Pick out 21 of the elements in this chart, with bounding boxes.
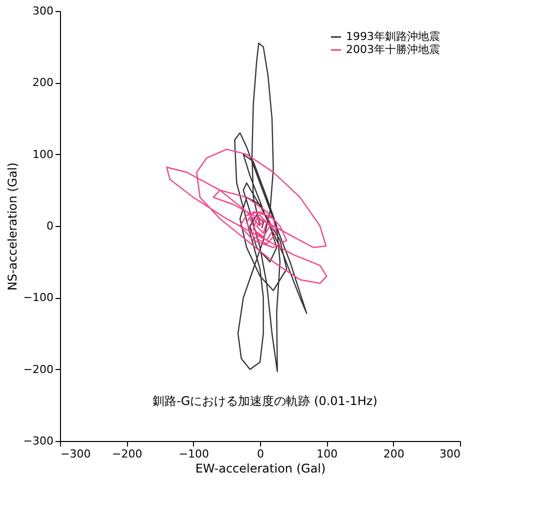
y-axis-title: NS-acceleration (Gal) — [5, 162, 20, 291]
y-tick-label: −100 — [23, 291, 54, 304]
y-tick-label: 0 — [46, 220, 54, 232]
x-tick-label: −200 — [112, 448, 142, 460]
x-tick-label: 0 — [257, 448, 264, 460]
annotation: 釧路-Gにおける加速度の軌跡 (0.01-1Hz) — [152, 394, 378, 408]
x-tick-label: 100 — [316, 448, 338, 460]
x-tick-label: −300 — [60, 448, 91, 460]
x-tick-label: −100 — [178, 448, 209, 460]
y-tick-label: 300 — [32, 4, 54, 18]
y-tick-label: −200 — [23, 362, 54, 376]
x-axis-title: EW-acceleration (Gal) — [195, 462, 326, 476]
y-tick-label: 200 — [32, 76, 54, 90]
line-series — [166, 148, 328, 284]
x-tick-label: 200 — [383, 448, 404, 460]
legend-label: 2003年十勝沖地震 — [346, 43, 440, 56]
x-tick-label: 300 — [440, 448, 460, 460]
legend-label: 1993年釧路沖地震 — [346, 30, 440, 43]
y-tick-label: 100 — [32, 148, 54, 161]
line-series — [234, 42, 308, 372]
y-tick-label: −300 — [23, 434, 54, 448]
